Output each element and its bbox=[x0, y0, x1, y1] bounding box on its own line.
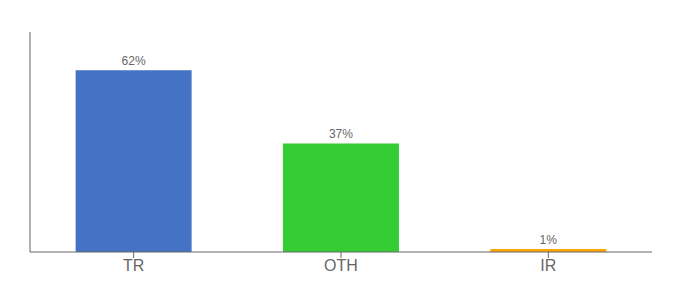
svg-text:1%: 1% bbox=[540, 233, 558, 247]
svg-text:OTH: OTH bbox=[324, 257, 358, 274]
svg-text:TR: TR bbox=[123, 257, 144, 274]
svg-text:62%: 62% bbox=[122, 54, 146, 68]
svg-text:37%: 37% bbox=[329, 127, 353, 141]
svg-text:IR: IR bbox=[540, 257, 556, 274]
